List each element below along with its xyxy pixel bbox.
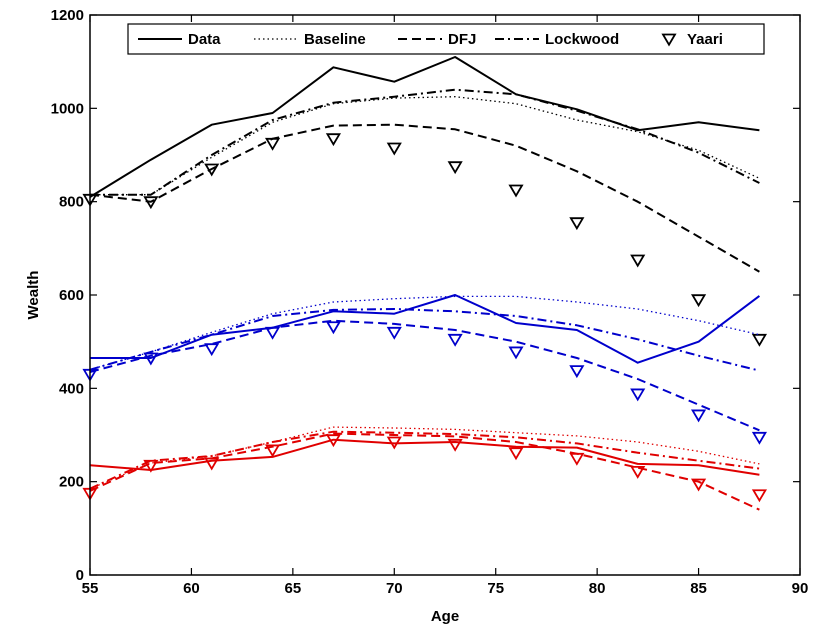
yaari-marker — [143, 352, 159, 366]
baseline-series-line — [89, 295, 760, 371]
legend-label: Data — [188, 31, 221, 48]
x-tick-label: 90 — [792, 580, 809, 597]
yaari-marker — [569, 365, 585, 379]
y-tick-label: 400 — [59, 380, 84, 397]
axis-ticks — [89, 14, 801, 576]
x-tick-label: 55 — [82, 580, 99, 597]
legend-label: DFJ — [448, 31, 476, 48]
legend-item-dfj: DFJ — [398, 31, 476, 48]
yaari-marker — [751, 333, 768, 347]
dfj-series-line — [89, 319, 760, 432]
dfj-series-line — [89, 123, 760, 273]
x-axis-label: Age — [431, 608, 459, 625]
x-tick-label: 80 — [589, 580, 606, 597]
yaari-marker — [447, 161, 463, 175]
yaari-marker — [569, 217, 585, 231]
legend-item-baseline: Baseline — [254, 31, 366, 48]
y-axis-label: Wealth — [25, 271, 42, 320]
x-tick-label: 65 — [285, 580, 302, 597]
series-group-3 — [82, 426, 768, 511]
yaari-marker — [508, 346, 524, 360]
yaari-marker — [630, 388, 646, 402]
legend-item-yaari: Yaari — [661, 31, 723, 48]
legend-label: Lockwood — [545, 31, 619, 48]
data-series-line — [90, 294, 761, 364]
y-tick-label: 800 — [59, 194, 84, 211]
data-series-line — [89, 438, 760, 476]
plot-lines — [82, 56, 768, 511]
yaari-marker — [508, 184, 524, 198]
legend: Data Baseline DFJ Lockwood Yaari — [127, 23, 765, 55]
yaari-marker — [204, 343, 220, 357]
yaari-marker — [264, 444, 281, 458]
lockwood-series-line — [89, 430, 760, 490]
yaari-marker — [143, 196, 159, 210]
tick-labels: 55 60 65 70 75 80 85 90 0 200 400 600 800 1000 1200 — [51, 7, 809, 597]
legend-box — [127, 23, 765, 55]
y-tick-label: 0 — [76, 567, 84, 584]
yaari-marker — [264, 137, 281, 151]
yaari-marker — [325, 133, 342, 147]
yaari-marker — [386, 436, 402, 450]
yaari-marker — [569, 452, 585, 466]
data-series-line — [89, 56, 760, 198]
yaari-marker — [690, 409, 707, 423]
yaari-marker — [630, 466, 646, 479]
x-tick-label: 75 — [487, 580, 504, 597]
legend-swatch — [661, 33, 677, 47]
y-tick-label: 200 — [59, 474, 84, 491]
legend-items: Data Baseline DFJ Lockwood Yaari — [138, 31, 723, 48]
yaari-marker — [690, 478, 707, 492]
yaari-marker — [751, 489, 768, 503]
yaari-marker — [386, 142, 402, 156]
y-tick-label: 600 — [59, 287, 84, 304]
yaari-marker — [143, 459, 159, 473]
yaari-marker — [447, 333, 463, 347]
yaari-marker — [690, 294, 707, 308]
series-group-2 — [82, 294, 768, 445]
x-tick-label: 60 — [183, 580, 200, 597]
legend-item-data: Data — [138, 31, 221, 48]
series-group-1 — [82, 56, 768, 347]
yaari-marker — [204, 163, 220, 177]
x-tick-label: 70 — [386, 580, 403, 597]
yaari-marker — [264, 326, 281, 340]
yaari-marker — [447, 438, 463, 452]
yaari-marker — [325, 321, 342, 335]
yaari-marker — [751, 431, 768, 445]
yaari-marker — [630, 254, 646, 268]
legend-label: Baseline — [304, 31, 366, 48]
x-tick-label: 85 — [690, 580, 707, 597]
yaari-marker — [325, 434, 342, 448]
y-tick-label: 1200 — [51, 7, 84, 24]
legend-label: Yaari — [687, 31, 723, 48]
yaari-marker — [204, 457, 220, 471]
legend-item-lockwood: Lockwood — [495, 31, 619, 48]
yaari-marker — [508, 447, 524, 461]
y-tick-label: 1000 — [51, 100, 84, 117]
lockwood-series-line — [90, 88, 760, 196]
dfj-series-line — [89, 432, 760, 511]
yaari-marker — [386, 326, 402, 340]
